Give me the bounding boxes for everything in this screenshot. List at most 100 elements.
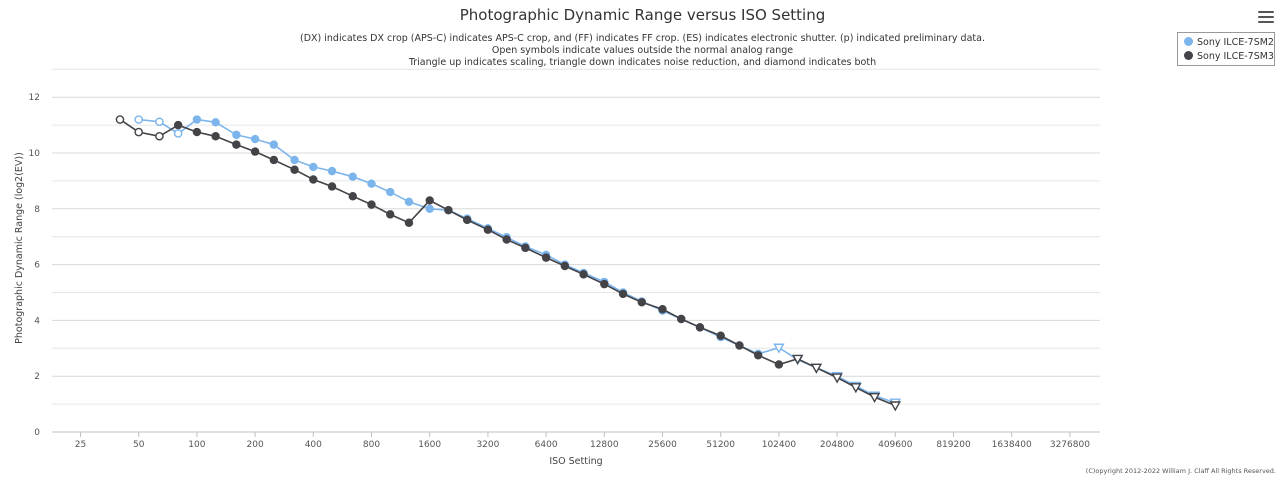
y-axis: 0 2 4 6 8 10 12 [29, 93, 41, 438]
data-point [232, 130, 241, 140]
data-point [774, 360, 784, 369]
data-point [327, 182, 337, 191]
data-point [444, 205, 453, 215]
gridlines [52, 68, 1100, 433]
data-point [560, 261, 570, 271]
series-sony-ilce-7sm3 [115, 115, 901, 412]
data-point [232, 140, 241, 149]
data-point [192, 115, 202, 124]
y-tick-label: 6 [34, 261, 40, 271]
data-point [753, 351, 763, 360]
x-tick-label: 800 [363, 440, 380, 450]
data-point-open [134, 127, 143, 137]
x-tick-label: 400 [305, 440, 322, 450]
data-point-triangle-down [810, 363, 823, 374]
data-point [579, 270, 588, 279]
chart-title: Photographic Dynamic Range versus ISO Se… [459, 6, 826, 24]
data-point [735, 341, 744, 350]
data-point [404, 218, 414, 227]
data-point-triangle-down [791, 354, 804, 365]
x-tick-label: 3200 [476, 440, 499, 450]
chart-subtitle-line-1: (DX) indicates DX crop (APS-C) indicates… [300, 33, 985, 44]
data-point [173, 120, 183, 130]
copyright-notice: (C)opyright 2012-2022 William J. Claff A… [1085, 467, 1276, 475]
data-point [541, 253, 551, 262]
data-point [327, 166, 337, 176]
x-tick-label: 409600 [878, 440, 913, 450]
data-point-open [134, 115, 143, 124]
x-tick-label: 25600 [648, 440, 677, 450]
legend-label-ilce-7sm2: Sony ILCE-7SM2 [1197, 37, 1274, 48]
data-point [250, 147, 260, 156]
data-point [677, 314, 686, 324]
data-point [637, 298, 646, 307]
data-point [367, 200, 376, 209]
x-tick-label: 1600 [418, 440, 441, 450]
data-point [386, 210, 395, 219]
data-point [386, 187, 395, 197]
y-axis-title: Photographic Dynamic Range (log2(EV)) [14, 152, 25, 344]
x-tick-label: 25 [75, 440, 86, 450]
x-axis: 25 50 100 200 400 800 1600 3200 6400 12800 25600 51… [75, 432, 1090, 450]
chart-subtitle-line-2: Open symbols indicate values outside the… [491, 45, 794, 56]
hamburger-menu-icon[interactable] [1258, 11, 1274, 25]
x-tick-label: 819200 [936, 440, 971, 450]
x-tick-label: 102400 [762, 440, 797, 450]
chart-subtitle-line-3: Triangle up indicates scaling, triangle … [408, 57, 877, 68]
y-tick-label: 8 [34, 205, 40, 215]
data-point-open [173, 129, 183, 138]
data-point-open [115, 115, 125, 124]
data-point [269, 140, 279, 149]
data-point [483, 225, 493, 234]
x-tick-label: 3276800 [1050, 440, 1090, 450]
y-tick-label: 2 [34, 372, 40, 382]
x-tick-label: 50 [133, 440, 145, 450]
data-point-triangle-down [831, 373, 843, 384]
legend-marker-ilce-7sm2 [1184, 37, 1193, 46]
data-point [502, 235, 511, 244]
x-tick-label: 204800 [820, 440, 855, 450]
data-point [348, 172, 357, 181]
data-point [462, 215, 472, 225]
x-tick-label: 100 [188, 440, 205, 450]
data-point [618, 289, 628, 299]
data-point [192, 127, 202, 137]
data-point [716, 331, 725, 340]
data-point-triangle-down [889, 401, 901, 412]
legend-label-ilce-7sm3: Sony ILCE-7SM3 [1197, 51, 1274, 62]
data-point [290, 155, 299, 165]
x-tick-label: 51200 [706, 440, 735, 450]
data-point [658, 305, 667, 314]
data-point [695, 323, 705, 332]
data-point [425, 204, 434, 213]
data-point [425, 196, 434, 205]
data-point [211, 132, 220, 141]
data-point [521, 243, 530, 253]
legend-item-ilce-7sm3[interactable]: Sony ILCE-7SM3 [1182, 50, 1274, 64]
series-line [138, 118, 896, 404]
x-tick-label: 12800 [590, 440, 619, 450]
legend: Sony ILCE-7SM2 Sony ILCE-7SM3 [1177, 32, 1275, 66]
y-tick-label: 12 [29, 93, 40, 103]
x-tick-label: 200 [247, 440, 264, 450]
data-point [211, 118, 220, 127]
x-tick-label: 6400 [535, 440, 558, 450]
data-point [600, 279, 609, 289]
y-tick-label: 4 [34, 316, 40, 326]
data-point [309, 162, 318, 172]
data-point-open [155, 131, 164, 141]
data-point-triangle-down [868, 392, 881, 404]
data-point [269, 155, 279, 165]
legend-marker-ilce-7sm3 [1184, 51, 1193, 60]
data-point-triangle-down [773, 343, 785, 354]
x-tick-label: 1638400 [992, 440, 1032, 450]
y-tick-label: 10 [29, 149, 41, 159]
data-point [250, 134, 260, 144]
data-point [404, 197, 414, 207]
series-group [115, 115, 901, 412]
data-point [348, 192, 357, 201]
legend-item-ilce-7sm2[interactable]: Sony ILCE-7SM2 [1182, 36, 1274, 50]
y-tick-label: 0 [34, 428, 40, 438]
x-axis-title: ISO Setting [549, 456, 602, 467]
